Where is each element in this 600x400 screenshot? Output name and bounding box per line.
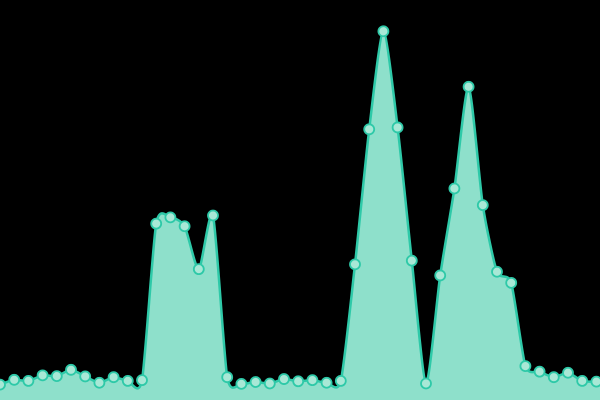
data-point-marker [278,373,290,385]
data-point-marker [533,365,546,378]
data-point-marker [164,211,177,224]
data-point-marker [22,374,35,387]
data-point-marker [0,378,6,391]
data-point-marker [405,254,418,267]
data-point-marker [562,366,574,379]
data-point-marker [263,377,276,390]
data-point-marker [462,80,475,93]
data-point-marker [192,263,205,276]
data-point-marker [491,265,503,278]
data-point-marker [505,276,518,289]
data-point-marker [292,375,305,388]
data-point-marker [391,121,404,134]
data-point-markers [0,25,600,391]
data-point-marker [107,371,120,384]
data-point-marker [363,123,376,136]
data-point-marker [178,220,191,233]
data-point-marker [65,363,77,376]
data-point-marker [476,199,489,212]
plot-area [0,25,600,400]
data-point-marker [249,376,262,388]
data-point-marker [121,374,134,387]
area-fill-path [0,31,600,400]
data-point-marker [8,373,21,386]
data-point-marker [50,370,63,382]
data-point-marker [377,25,390,38]
data-point-marker [150,217,163,230]
data-point-marker [576,374,589,387]
data-point-marker [420,377,432,390]
data-point-marker [519,360,532,373]
data-point-marker [306,374,319,387]
data-point-marker [36,369,49,382]
data-point-marker [448,182,461,195]
data-point-marker [547,371,560,384]
data-point-marker [235,377,248,390]
data-point-marker [221,371,234,384]
data-point-marker [334,374,347,387]
data-point-marker [207,209,219,222]
data-point-marker [590,375,600,388]
data-point-marker [79,370,92,383]
data-point-marker [136,374,148,387]
data-point-marker [320,376,333,389]
data-point-marker [434,269,447,282]
data-point-marker [349,258,361,271]
data-point-marker [93,376,106,389]
